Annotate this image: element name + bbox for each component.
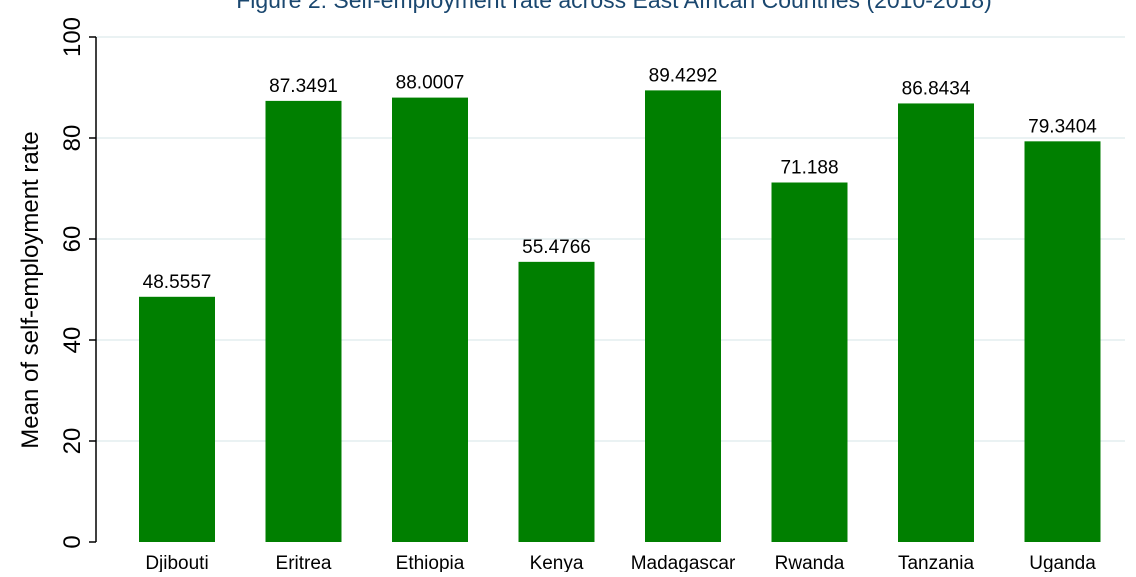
bar [645,90,721,542]
x-tick-label: Rwanda [775,553,845,572]
x-tick-label: Uganda [1029,553,1096,572]
bar [392,97,468,542]
bar-value-label: 86.8434 [902,78,971,99]
bar-value-label: 71.188 [780,158,838,179]
value-labels: 48.5557 87.3491 88.0007 55.4766 89.4292 71.18… [143,65,1098,292]
x-tick-label: Djibouti [145,553,208,572]
bar-value-label: 89.4292 [649,65,718,86]
bar-value-label: 87.3491 [269,76,338,97]
bar [139,296,215,542]
y-tick-label: 80 [59,125,86,152]
x-tick-label: Eritrea [276,553,332,572]
y-tick-label: 40 [59,327,86,354]
y-tick-label: 20 [59,428,86,455]
bar [265,100,342,542]
y-axis: 0 20 40 60 80 100 [59,17,97,549]
bars [139,90,1101,542]
bar-value-label: 48.5557 [143,272,212,293]
y-axis-label: Mean of self-employment rate [17,131,44,448]
x-tick-label: Madagascar [631,553,736,572]
x-axis-tick-labels: Djibouti Eritrea Ethiopia Kenya Madagascar Rw… [145,553,1096,574]
bar-value-label: 88.0007 [396,73,465,94]
bar-value-label: 79.3404 [1028,116,1097,137]
bar-value-label: 55.4766 [522,237,591,258]
bar [771,182,848,542]
x-tick-label: Ethiopia [396,553,465,572]
bar [1024,141,1101,542]
chart-title: Figure 2: Self-employment rate across Ea… [236,0,992,13]
bar [898,103,974,542]
y-tick-label: 100 [59,17,86,57]
bar [518,261,595,542]
x-tick-label: Tanzania [898,553,974,572]
y-tick-label: 60 [59,226,86,253]
y-tick-label: 0 [59,535,86,548]
x-tick-label: Kenya [530,553,584,572]
